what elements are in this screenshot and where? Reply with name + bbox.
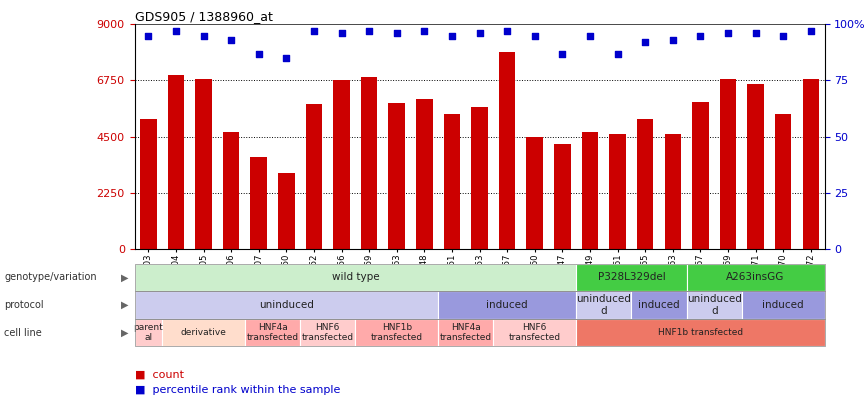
Point — [500, 28, 514, 34]
Bar — [168, 75, 184, 249]
Text: derivative: derivative — [181, 328, 227, 337]
Bar — [803, 79, 819, 249]
Point — [252, 50, 266, 57]
Point — [748, 30, 763, 36]
Text: uninduced: uninduced — [259, 300, 314, 310]
Text: genotype/variation: genotype/variation — [4, 273, 97, 282]
Point — [141, 32, 155, 39]
Bar — [582, 132, 598, 249]
Text: HNF6
transfected: HNF6 transfected — [509, 323, 561, 342]
Text: P328L329del: P328L329del — [597, 273, 665, 282]
Text: HNF1b transfected: HNF1b transfected — [658, 328, 743, 337]
Bar — [195, 79, 212, 249]
Point — [528, 32, 542, 39]
Point — [556, 50, 569, 57]
Bar — [306, 104, 322, 249]
Bar — [609, 134, 626, 249]
Bar — [278, 173, 294, 249]
Text: parent
al: parent al — [134, 323, 163, 342]
Text: ▶: ▶ — [121, 300, 128, 310]
Point — [611, 50, 625, 57]
Point — [445, 32, 459, 39]
Point — [721, 30, 735, 36]
Bar — [720, 79, 736, 249]
Text: protocol: protocol — [4, 300, 44, 310]
Point — [666, 37, 680, 43]
Bar — [251, 157, 267, 249]
Text: ■  count: ■ count — [135, 370, 183, 379]
Text: cell line: cell line — [4, 328, 42, 337]
Bar — [775, 114, 792, 249]
Bar — [471, 107, 488, 249]
Bar — [747, 84, 764, 249]
Bar — [692, 102, 708, 249]
Text: uninduced
d: uninduced d — [687, 294, 741, 316]
Bar — [637, 119, 654, 249]
Bar — [361, 77, 378, 249]
Text: induced: induced — [486, 300, 528, 310]
Text: induced: induced — [638, 300, 680, 310]
Bar — [444, 114, 460, 249]
Text: HNF4a
transfected: HNF4a transfected — [247, 323, 299, 342]
Text: ▶: ▶ — [121, 328, 128, 337]
Point — [694, 32, 707, 39]
Point — [390, 30, 404, 36]
Text: HNF6
transfected: HNF6 transfected — [302, 323, 354, 342]
Text: HNF1b
transfected: HNF1b transfected — [371, 323, 423, 342]
Point — [307, 28, 321, 34]
Text: A263insGG: A263insGG — [727, 273, 785, 282]
Bar — [416, 99, 432, 249]
Point — [473, 30, 487, 36]
Text: ■  percentile rank within the sample: ■ percentile rank within the sample — [135, 385, 340, 394]
Bar — [499, 52, 516, 249]
Point — [583, 32, 597, 39]
Bar — [223, 132, 240, 249]
Bar — [140, 119, 156, 249]
Point — [196, 32, 210, 39]
Text: induced: induced — [762, 300, 804, 310]
Point — [224, 37, 238, 43]
Point — [362, 28, 376, 34]
Bar — [527, 137, 543, 249]
Point — [804, 28, 818, 34]
Point — [638, 39, 652, 45]
Point — [776, 32, 790, 39]
Point — [335, 30, 349, 36]
Point — [169, 28, 183, 34]
Bar — [665, 134, 681, 249]
Bar — [554, 144, 570, 249]
Text: uninduced
d: uninduced d — [576, 294, 631, 316]
Bar — [389, 103, 405, 249]
Text: GDS905 / 1388960_at: GDS905 / 1388960_at — [135, 10, 273, 23]
Text: wild type: wild type — [332, 273, 379, 282]
Text: ▶: ▶ — [121, 273, 128, 282]
Text: HNF4a
transfected: HNF4a transfected — [440, 323, 492, 342]
Point — [418, 28, 431, 34]
Point — [279, 55, 293, 61]
Bar — [333, 81, 350, 249]
